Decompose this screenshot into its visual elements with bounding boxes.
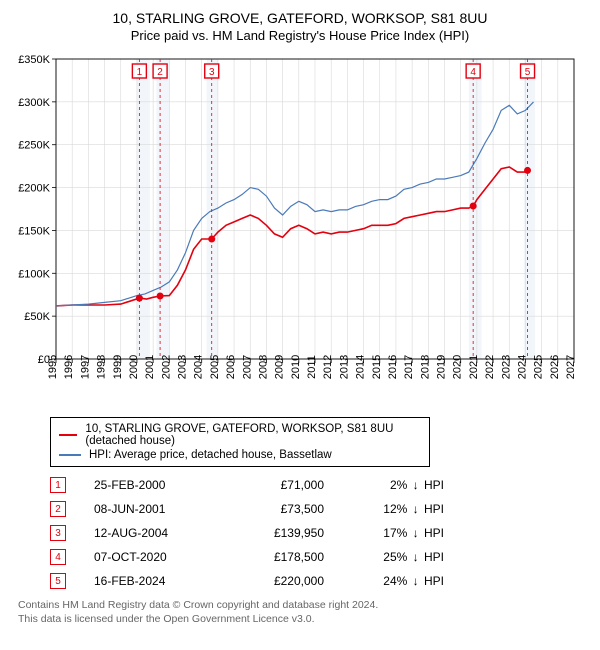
table-row: 2 08-JUN-2001£73,50012% ↓ HPI: [50, 497, 586, 521]
svg-text:£150K: £150K: [18, 225, 50, 237]
title-block: 10, STARLING GROVE, GATEFORD, WORKSOP, S…: [14, 10, 586, 43]
footer-line1: Contains HM Land Registry data © Crown c…: [18, 599, 586, 613]
svg-text:£350K: £350K: [18, 54, 50, 66]
svg-text:£250K: £250K: [18, 140, 50, 152]
row-price: £178,500: [224, 550, 324, 564]
svg-text:2002: 2002: [160, 355, 172, 379]
chart-area: £0£50K£100K£150K£200K£250K£300K£350K1995…: [14, 51, 586, 411]
row-pct: 24% ↓ HPI: [324, 574, 444, 588]
svg-text:£100K: £100K: [18, 268, 50, 280]
chart-container: 10, STARLING GROVE, GATEFORD, WORKSOP, S…: [0, 0, 600, 650]
footer-line2: This data is licensed under the Open Gov…: [18, 613, 586, 627]
row-date: 08-JUN-2001: [94, 502, 224, 516]
legend-item: HPI: Average price, detached house, Bass…: [59, 448, 421, 462]
svg-text:2024: 2024: [516, 355, 528, 379]
title-main: 10, STARLING GROVE, GATEFORD, WORKSOP, S…: [14, 10, 586, 26]
row-marker: 5: [50, 573, 66, 589]
svg-text:2008: 2008: [257, 355, 269, 379]
svg-text:4: 4: [470, 67, 476, 78]
svg-text:1997: 1997: [79, 355, 91, 379]
row-price: £73,500: [224, 502, 324, 516]
svg-text:2019: 2019: [436, 355, 448, 379]
svg-text:2000: 2000: [128, 355, 140, 379]
legend-swatch: [59, 434, 77, 436]
row-date: 16-FEB-2024: [94, 574, 224, 588]
svg-text:£50K: £50K: [24, 311, 50, 323]
row-pct: 25% ↓ HPI: [324, 550, 444, 564]
svg-text:2018: 2018: [419, 355, 431, 379]
row-price: £139,950: [224, 526, 324, 540]
svg-text:2009: 2009: [274, 355, 286, 379]
svg-text:1999: 1999: [112, 355, 124, 379]
svg-text:2012: 2012: [322, 355, 334, 379]
svg-text:2020: 2020: [452, 355, 464, 379]
table-row: 5 16-FEB-2024£220,00024% ↓ HPI: [50, 569, 586, 593]
row-price: £71,000: [224, 478, 324, 492]
legend-item: 10, STARLING GROVE, GATEFORD, WORKSOP, S…: [59, 422, 421, 448]
row-marker: 1: [50, 477, 66, 493]
row-marker: 2: [50, 501, 66, 517]
svg-text:2010: 2010: [290, 355, 302, 379]
legend-label: HPI: Average price, detached house, Bass…: [89, 449, 332, 461]
row-date: 12-AUG-2004: [94, 526, 224, 540]
row-pct: 2% ↓ HPI: [324, 478, 444, 492]
svg-text:2023: 2023: [500, 355, 512, 379]
svg-text:£300K: £300K: [18, 97, 50, 109]
svg-text:1996: 1996: [63, 355, 75, 379]
svg-text:2015: 2015: [371, 355, 383, 379]
svg-text:2007: 2007: [241, 355, 253, 379]
row-marker: 4: [50, 549, 66, 565]
row-date: 25-FEB-2000: [94, 478, 224, 492]
row-pct: 17% ↓ HPI: [324, 526, 444, 540]
svg-text:2022: 2022: [484, 355, 496, 379]
svg-text:£200K: £200K: [18, 183, 50, 195]
svg-text:1995: 1995: [47, 355, 59, 379]
svg-text:2003: 2003: [177, 355, 189, 379]
title-sub: Price paid vs. HM Land Registry's House …: [14, 28, 586, 43]
transactions-table: 125-FEB-2000£71,0002% ↓ HPI208-JUN-2001£…: [50, 473, 586, 593]
svg-text:2021: 2021: [468, 355, 480, 379]
row-pct: 12% ↓ HPI: [324, 502, 444, 516]
row-marker: 3: [50, 525, 66, 541]
svg-text:2017: 2017: [403, 355, 415, 379]
table-row: 4 07-OCT-2020£178,50025% ↓ HPI: [50, 545, 586, 569]
footer-attribution: Contains HM Land Registry data © Crown c…: [18, 599, 586, 626]
row-price: £220,000: [224, 574, 324, 588]
svg-text:2027: 2027: [565, 355, 577, 379]
svg-text:2016: 2016: [387, 355, 399, 379]
svg-text:1: 1: [137, 67, 143, 78]
svg-text:2: 2: [157, 67, 163, 78]
table-row: 3 12-AUG-2004£139,95017% ↓ HPI: [50, 521, 586, 545]
svg-text:2025: 2025: [533, 355, 545, 379]
svg-text:1998: 1998: [96, 355, 108, 379]
svg-text:2001: 2001: [144, 355, 156, 379]
svg-text:2004: 2004: [193, 355, 205, 379]
svg-text:2005: 2005: [209, 355, 221, 379]
legend-swatch: [59, 454, 81, 456]
svg-text:2026: 2026: [549, 355, 561, 379]
svg-text:3: 3: [209, 67, 215, 78]
table-row: 1 25-FEB-2000£71,0002% ↓ HPI: [50, 473, 586, 497]
svg-text:5: 5: [525, 67, 531, 78]
svg-text:2014: 2014: [355, 355, 367, 379]
legend: 10, STARLING GROVE, GATEFORD, WORKSOP, S…: [50, 417, 430, 467]
svg-text:2006: 2006: [225, 355, 237, 379]
chart-svg: £0£50K£100K£150K£200K£250K£300K£350K1995…: [14, 51, 586, 411]
svg-text:2013: 2013: [338, 355, 350, 379]
legend-label: 10, STARLING GROVE, GATEFORD, WORKSOP, S…: [85, 423, 421, 447]
row-date: 07-OCT-2020: [94, 550, 224, 564]
